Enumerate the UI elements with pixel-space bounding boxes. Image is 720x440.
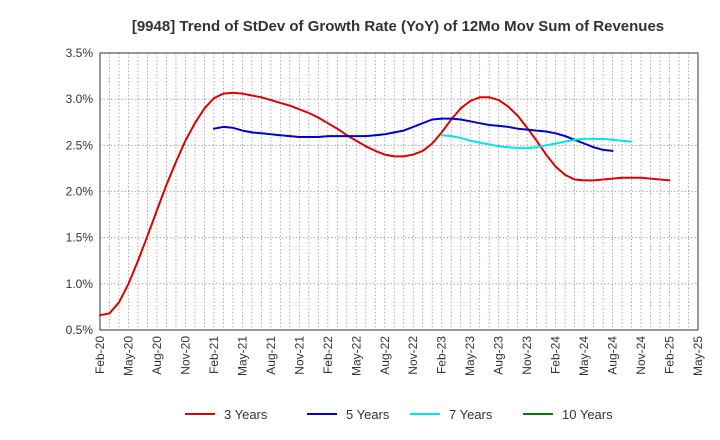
legend: 3 Years 5 Years 7 Years 10 Years (185, 407, 613, 422)
x-tick-label: Nov-23 (520, 336, 534, 375)
x-tick-label: Feb-25 (663, 336, 677, 374)
x-tick-label: Aug-24 (606, 336, 620, 375)
x-tick-label: Feb-24 (549, 336, 563, 374)
x-tick-label: Feb-20 (93, 336, 107, 374)
x-tick-label: Nov-21 (292, 336, 306, 375)
x-tick-label: Aug-21 (264, 336, 278, 375)
series-line-7-years (440, 134, 633, 150)
x-tick-label: May-20 (121, 336, 135, 376)
x-tick-label: Feb-22 (321, 336, 335, 374)
series (99, 91, 671, 317)
y-tick-label: 0.5% (66, 323, 94, 337)
legend-label-5-years: 5 Years (346, 407, 390, 422)
legend-label-3-years: 3 Years (224, 407, 268, 422)
x-tick-label: May-21 (235, 336, 249, 376)
y-tick-label: 1.5% (66, 231, 94, 245)
x-tick-label: Nov-20 (178, 336, 192, 375)
y-axis: 0.5% 1.0% 1.5% 2.0% 2.5% 3.0% 3.5% (66, 46, 94, 337)
x-tick-label: Aug-20 (150, 336, 164, 375)
plot-area (99, 52, 699, 331)
y-tick-label: 2.0% (66, 185, 94, 199)
x-tick-label: Feb-21 (207, 336, 221, 374)
series-line-5-years (212, 117, 614, 152)
x-tick-label: May-24 (577, 336, 591, 376)
chart-title: [9948] Trend of StDev of Growth Rate (Yo… (132, 18, 664, 35)
x-tick-label: May-22 (349, 336, 363, 376)
y-tick-label: 2.5% (66, 138, 94, 152)
x-tick-label: May-23 (463, 336, 477, 376)
x-tick-label: Aug-23 (492, 336, 506, 375)
legend-label-10-years: 10 Years (562, 407, 613, 422)
x-axis: Feb-20 May-20 Aug-20 Nov-20 Feb-21 May-21 Aug-… (93, 336, 705, 376)
x-tick-label: Aug-22 (378, 336, 392, 375)
grid (100, 53, 698, 330)
y-tick-label: 1.0% (66, 277, 94, 291)
x-tick-label: Nov-22 (406, 336, 420, 375)
series-line-3-years (99, 91, 671, 317)
y-tick-label: 3.5% (66, 46, 94, 60)
y-tick-label: 3.0% (66, 92, 94, 106)
x-tick-label: Feb-23 (435, 336, 449, 374)
legend-label-7-years: 7 Years (449, 407, 493, 422)
x-tick-label: May-25 (691, 336, 705, 376)
x-tick-label: Nov-24 (634, 336, 648, 375)
